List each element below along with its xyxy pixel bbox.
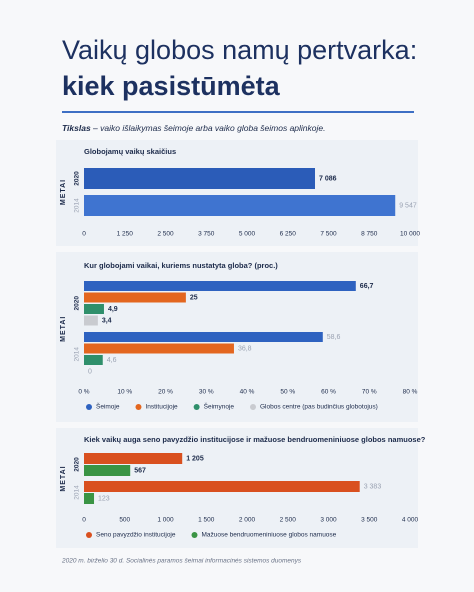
x-tick-label: 3 500 bbox=[361, 517, 378, 524]
y-tick-label: 2020 bbox=[74, 457, 81, 472]
x-tick-label: 80 % bbox=[403, 389, 418, 396]
value-label: 66,7 bbox=[360, 283, 374, 290]
x-tick-label: 2 500 bbox=[280, 517, 297, 524]
x-tick-label: 1 500 bbox=[198, 517, 215, 524]
x-tick-label: 40 % bbox=[240, 389, 255, 396]
y-axis-label: METAI bbox=[60, 465, 67, 491]
y-tick-label: 2014 bbox=[74, 347, 81, 362]
x-tick-label: 2 500 bbox=[157, 231, 174, 238]
goal-text: – vaiko išlaikymas šeimoje arba vaiko gl… bbox=[92, 123, 325, 133]
x-tick-label: 10 % bbox=[117, 389, 132, 396]
value-label: 0 bbox=[88, 368, 92, 375]
y-tick-label: 2014 bbox=[74, 485, 81, 500]
chart-title: Kur globojami vaikai, kuriems nustatyta … bbox=[84, 261, 278, 270]
x-tick-label: 1 000 bbox=[157, 517, 174, 524]
bar bbox=[84, 453, 183, 464]
x-tick-label: 3 750 bbox=[198, 231, 215, 238]
x-tick-label: 4 000 bbox=[402, 517, 419, 524]
value-label: 4,6 bbox=[107, 357, 117, 364]
x-tick-label: 20 % bbox=[158, 389, 173, 396]
value-label: 25 bbox=[190, 294, 198, 301]
x-tick-label: 7 500 bbox=[320, 231, 337, 238]
source: 2020 m. birželio 30 d. Socialinės paramo… bbox=[61, 558, 302, 565]
value-label: 7 086 bbox=[319, 175, 337, 182]
value-label: 4,9 bbox=[108, 306, 118, 313]
bar bbox=[84, 343, 234, 354]
legend-marker bbox=[193, 404, 200, 410]
chart-title: Globojamų vaikų skaičius bbox=[84, 147, 176, 156]
x-tick-label: 0 bbox=[82, 231, 86, 238]
bar bbox=[84, 292, 186, 303]
x-tick-label: 1 250 bbox=[117, 231, 134, 238]
bar bbox=[84, 493, 95, 504]
bar bbox=[84, 281, 356, 291]
y-tick-label: 2014 bbox=[74, 198, 81, 213]
x-tick-label: 70 % bbox=[362, 389, 377, 396]
x-tick-label: 10 000 bbox=[400, 231, 420, 238]
legend-label: Mažuose bendruomeniniuose globos namuose bbox=[202, 532, 337, 539]
value-label: 123 bbox=[98, 495, 110, 502]
panel bbox=[56, 140, 418, 246]
value-label: 3,4 bbox=[102, 317, 112, 324]
legend-label: Seno pavyzdžio institucijoje bbox=[96, 532, 176, 539]
legend-marker bbox=[86, 404, 92, 410]
legend-marker bbox=[191, 532, 198, 538]
y-axis-label: METAI bbox=[60, 316, 67, 342]
bar bbox=[84, 332, 323, 342]
legend-marker bbox=[135, 404, 142, 410]
x-tick-label: 8 750 bbox=[361, 231, 378, 238]
bar bbox=[84, 168, 316, 189]
bar bbox=[84, 315, 98, 326]
value-label: 1 205 bbox=[186, 455, 204, 462]
value-label: 9 547 bbox=[399, 202, 417, 209]
x-tick-label: 30 % bbox=[199, 389, 214, 396]
legend-label: Globos centre (pas budinčius globotojus) bbox=[260, 404, 378, 411]
bar bbox=[84, 304, 104, 314]
x-tick-label: 0 bbox=[82, 517, 86, 524]
x-tick-label: 60 % bbox=[321, 389, 336, 396]
goal-label: Tikslas bbox=[62, 123, 91, 133]
x-tick-label: 50 % bbox=[280, 389, 295, 396]
title-rule bbox=[62, 111, 414, 113]
x-tick-label: 2 000 bbox=[239, 517, 256, 524]
goal: Tikslas – vaiko išlaikymas šeimoje arba … bbox=[62, 123, 326, 133]
bar bbox=[84, 481, 360, 492]
value-label: 567 bbox=[134, 467, 146, 474]
title-line1: Vaikų globos namų pertvarka: bbox=[62, 35, 417, 65]
x-tick-label: 6 250 bbox=[280, 231, 297, 238]
value-label: 36,8 bbox=[238, 345, 252, 352]
legend-marker bbox=[86, 532, 92, 538]
x-tick-label: 500 bbox=[119, 517, 130, 524]
x-tick-label: 5 000 bbox=[239, 231, 256, 238]
title-line2: kiek pasistūmėta bbox=[62, 71, 281, 101]
value-label: 58,6 bbox=[327, 334, 341, 341]
value-label: 3 383 bbox=[364, 483, 382, 490]
y-tick-label: 2020 bbox=[74, 171, 81, 186]
legend-label: Institucijoje bbox=[145, 404, 178, 411]
y-tick-label: 2020 bbox=[74, 296, 81, 311]
x-tick-label: 3 000 bbox=[320, 517, 337, 524]
bar bbox=[84, 465, 131, 476]
legend-label: Šeimynoje bbox=[204, 402, 235, 411]
x-tick-label: 0 % bbox=[78, 389, 89, 396]
chart-title: Kiek vaikų auga seno pavyzdžio instituci… bbox=[84, 435, 426, 444]
legend-label: Šeimoje bbox=[96, 402, 120, 411]
bar bbox=[84, 195, 396, 216]
legend-marker bbox=[250, 404, 256, 410]
bar bbox=[84, 355, 103, 365]
y-axis-label: METAI bbox=[60, 179, 67, 205]
